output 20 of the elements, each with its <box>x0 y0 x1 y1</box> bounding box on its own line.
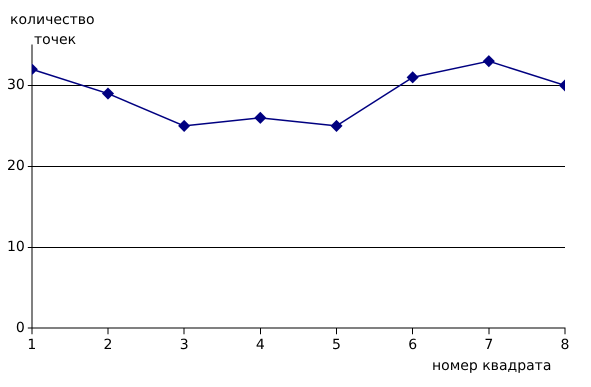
x-tick-label: 2 <box>104 337 112 354</box>
point <box>102 88 114 100</box>
y-axis-title: количество точек <box>10 11 95 50</box>
y-tick-label: 20 <box>6 158 25 174</box>
x-tick-label: 8 <box>560 337 570 354</box>
point <box>483 55 495 67</box>
x-tick-label: 1 <box>27 337 36 354</box>
y-tick-label: 0 <box>16 320 25 336</box>
x-tick-label: 5 <box>332 337 341 354</box>
point <box>254 112 266 124</box>
y-tick-label: 10 <box>6 238 25 255</box>
x-tick-label: 4 <box>256 337 265 354</box>
x-tick-label: 6 <box>408 337 418 354</box>
y-tick-label: 30 <box>6 77 25 94</box>
x-tick-label: 7 <box>484 337 494 354</box>
point <box>330 120 342 132</box>
point <box>406 72 418 84</box>
x-axis-title: номер квадрата <box>432 357 552 376</box>
x-tick-label: 3 <box>180 337 189 354</box>
point <box>178 120 190 132</box>
